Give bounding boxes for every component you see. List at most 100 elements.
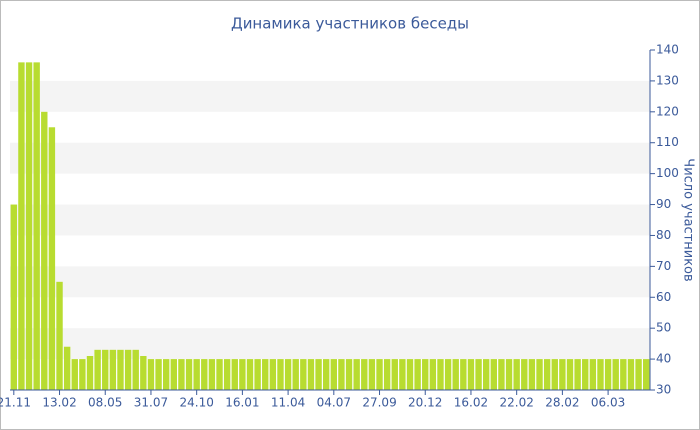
- bar: [155, 359, 162, 390]
- bar: [124, 349, 132, 390]
- bar: [642, 359, 650, 390]
- y-tick-label: 70: [656, 259, 671, 273]
- bar: [612, 359, 619, 390]
- x-tick-label: 16.02: [454, 396, 488, 410]
- bar: [406, 359, 414, 390]
- grid-band: [10, 328, 650, 360]
- bar: [269, 359, 277, 390]
- bar: [48, 127, 56, 390]
- y-tick-label: 100: [656, 166, 679, 180]
- bar: [300, 359, 307, 390]
- bar: [498, 359, 505, 390]
- bar: [10, 204, 18, 390]
- bar: [33, 62, 40, 390]
- x-tick-label: 11.04: [271, 396, 305, 410]
- bar: [102, 349, 109, 390]
- bar: [589, 359, 597, 390]
- bar: [543, 359, 551, 390]
- bar: [620, 359, 627, 390]
- bar: [140, 356, 147, 390]
- bar: [162, 359, 170, 390]
- bar: [216, 359, 223, 390]
- x-tick-label: 08.05: [88, 396, 122, 410]
- bar: [582, 359, 589, 390]
- bar: [353, 359, 360, 390]
- bar: [178, 359, 185, 390]
- grid-band: [10, 204, 650, 236]
- bar: [566, 359, 574, 390]
- bar: [262, 359, 269, 390]
- bar: [25, 62, 33, 390]
- bar: [185, 359, 193, 390]
- bar: [505, 359, 513, 390]
- x-tick-label: 16.01: [225, 396, 259, 410]
- x-tick-label: 24.10: [179, 396, 213, 410]
- bar: [437, 359, 444, 390]
- bar: [292, 359, 299, 390]
- bar: [277, 359, 284, 390]
- bar: [604, 359, 612, 390]
- bar: [490, 359, 498, 390]
- x-tick-label: 21.11: [0, 396, 31, 410]
- grid-band: [10, 142, 650, 174]
- y-tick-label: 40: [656, 352, 671, 366]
- y-tick-label: 120: [656, 104, 679, 118]
- bar: [223, 359, 231, 390]
- bar: [452, 359, 459, 390]
- bar: [56, 281, 63, 390]
- bar: [71, 359, 78, 390]
- bar: [551, 359, 558, 390]
- y-tick-label: 30: [656, 383, 671, 397]
- bar: [307, 359, 315, 390]
- bar: [521, 359, 528, 390]
- grid-band: [10, 266, 650, 298]
- bar: [254, 359, 261, 390]
- y-tick-label: 80: [656, 228, 671, 242]
- bar: [559, 359, 566, 390]
- bar: [147, 359, 155, 390]
- x-tick-label: 13.02: [42, 396, 76, 410]
- x-tick-label: 04.07: [317, 396, 351, 410]
- bar: [315, 359, 322, 390]
- x-tick-label: 31.07: [134, 396, 168, 410]
- y-tick-label: 110: [656, 135, 679, 149]
- bar: [18, 62, 25, 390]
- bar: [132, 349, 139, 390]
- y-axis-label: Число участников: [681, 158, 696, 281]
- y-tick-label: 50: [656, 321, 671, 335]
- bar: [201, 359, 208, 390]
- bar: [383, 359, 391, 390]
- bar: [345, 359, 353, 390]
- bar: [361, 359, 368, 390]
- x-tick-label: 22.02: [499, 396, 533, 410]
- bar: [597, 359, 604, 390]
- bar: [528, 359, 536, 390]
- bar: [635, 359, 642, 390]
- bar: [460, 359, 467, 390]
- bar: [239, 359, 246, 390]
- bar: [117, 349, 124, 390]
- bar: [475, 359, 482, 390]
- bar: [399, 359, 406, 390]
- bar: [376, 359, 383, 390]
- bar: [193, 359, 200, 390]
- bar: [246, 359, 254, 390]
- x-tick-label: 20.12: [408, 396, 442, 410]
- bar: [170, 359, 178, 390]
- y-tick-label: 90: [656, 197, 671, 211]
- bar: [94, 349, 101, 390]
- x-tick-label: 06.03: [591, 396, 625, 410]
- bar: [284, 359, 292, 390]
- bar: [231, 359, 238, 390]
- y-tick-label: 130: [656, 73, 679, 87]
- bar: [79, 359, 86, 390]
- y-tick-label: 60: [656, 290, 671, 304]
- bar: [109, 349, 117, 390]
- bar: [63, 346, 71, 390]
- bar: [208, 359, 216, 390]
- bar: [86, 356, 94, 390]
- bar: [368, 359, 376, 390]
- bar: [422, 359, 429, 390]
